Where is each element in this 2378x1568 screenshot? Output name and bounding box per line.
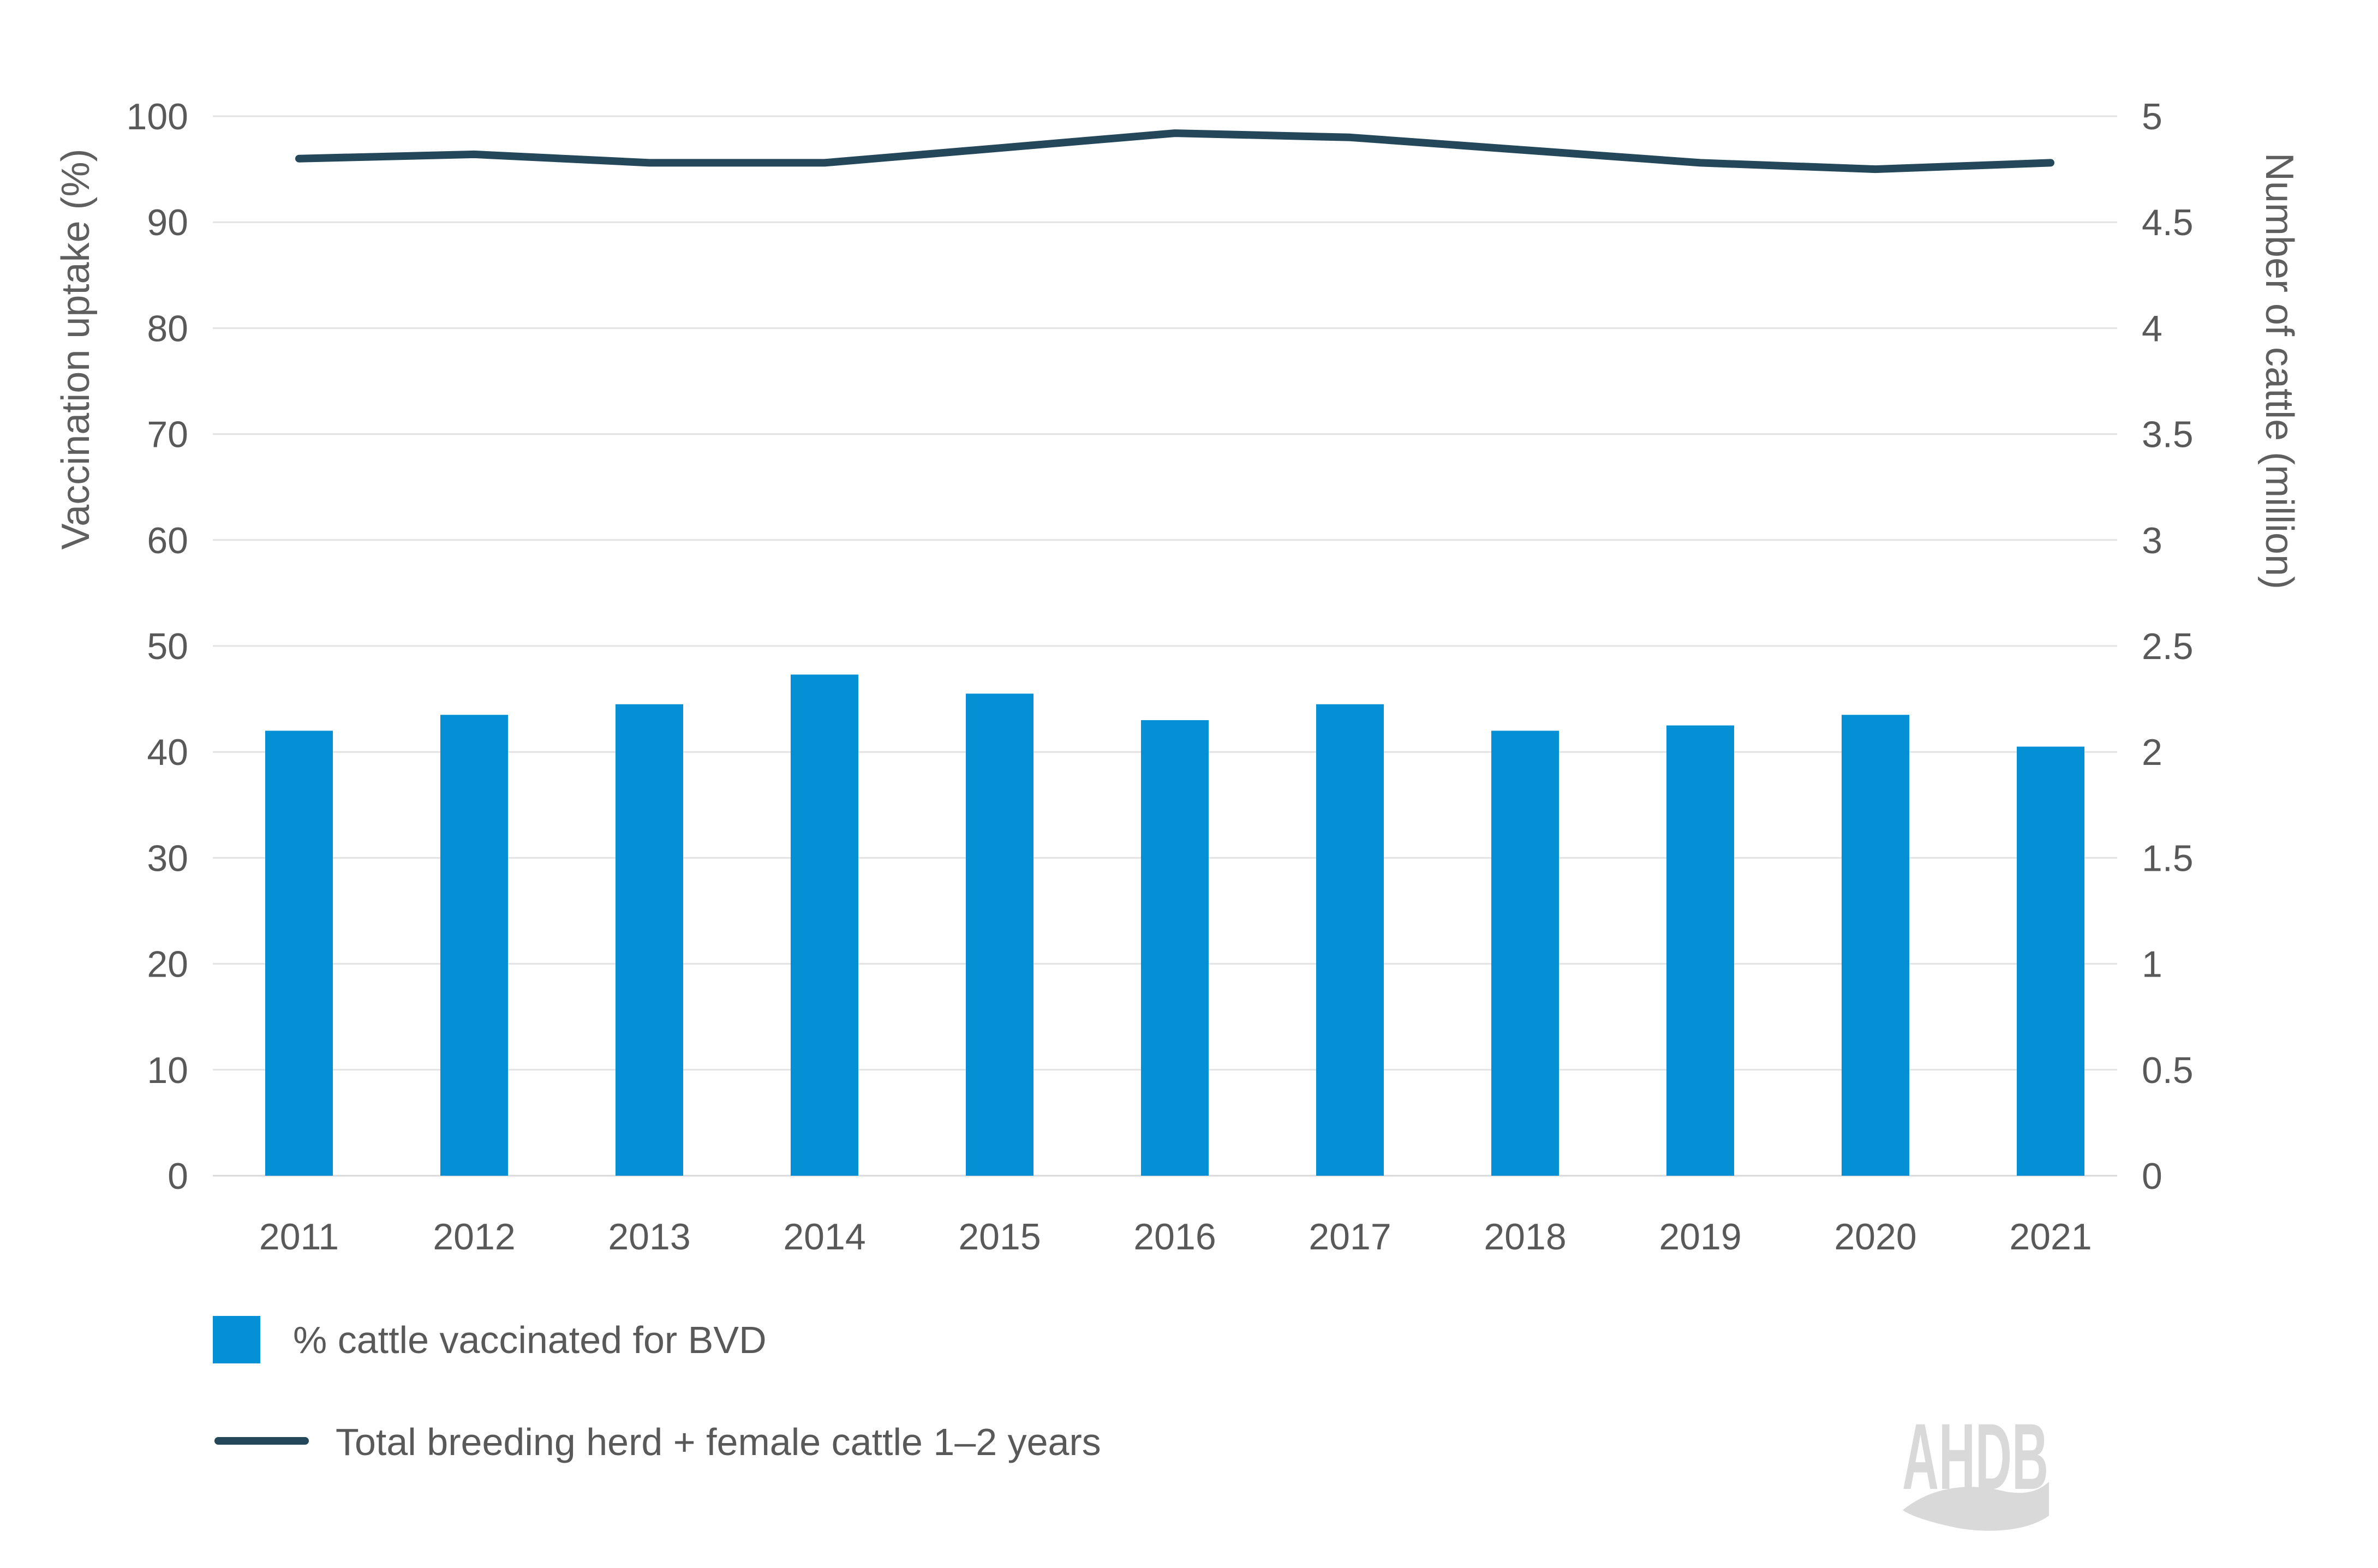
right-tick-3: 3 — [2142, 520, 2162, 561]
x-tick-2018: 2018 — [1484, 1216, 1566, 1258]
ahdb-logo-swoosh — [1903, 1482, 2049, 1531]
right-tick-1: 1 — [2142, 944, 2162, 985]
right-tick-0: 0 — [2142, 1156, 2162, 1197]
left-tick-20: 20 — [147, 944, 188, 985]
legend-label-bar: % cattle vaccinated for BVD — [293, 1318, 767, 1361]
right-tick-4.5: 4.5 — [2142, 202, 2194, 243]
left-axis-title: Vaccination uptake (%) — [54, 148, 98, 549]
right-tick-4: 4 — [2142, 308, 2162, 349]
bar-2013 — [616, 704, 683, 1176]
x-tick-2017: 2017 — [1309, 1216, 1391, 1258]
bar-2014 — [791, 674, 858, 1176]
left-tick-60: 60 — [147, 520, 188, 561]
right-tick-0.5: 0.5 — [2142, 1050, 2194, 1091]
bar-2011 — [265, 731, 333, 1176]
line-series — [295, 129, 2054, 173]
left-tick-100: 100 — [127, 96, 188, 137]
right-axis-ticks: 5 4.5 4 3.5 3 2.5 2 1.5 1 0.5 0 — [2142, 96, 2194, 1197]
bar-2019 — [1666, 725, 1734, 1176]
bar-2016 — [1141, 720, 1209, 1176]
right-tick-2.5: 2.5 — [2142, 626, 2194, 667]
bar-2012 — [440, 715, 508, 1176]
bar-2015 — [966, 693, 1033, 1176]
left-tick-40: 40 — [147, 732, 188, 773]
x-axis-ticks: 2011 2012 2013 2014 2015 2016 2017 2018 2019 2020… — [259, 1216, 2092, 1258]
x-tick-2020: 2020 — [1834, 1216, 1916, 1258]
left-tick-0: 0 — [168, 1156, 188, 1197]
left-tick-80: 80 — [147, 308, 188, 349]
right-tick-3.5: 3.5 — [2142, 414, 2194, 456]
legend-swatch-bar — [213, 1316, 260, 1363]
x-tick-2015: 2015 — [958, 1216, 1041, 1258]
bar-2018 — [1491, 731, 1559, 1176]
right-tick-1.5: 1.5 — [2142, 837, 2194, 879]
x-tick-2011: 2011 — [259, 1216, 339, 1258]
left-tick-10: 10 — [147, 1050, 188, 1091]
x-tick-2016: 2016 — [1133, 1216, 1216, 1258]
left-tick-50: 50 — [147, 626, 188, 667]
bar-2020 — [1842, 715, 1909, 1176]
left-tick-70: 70 — [147, 414, 188, 456]
right-tick-2: 2 — [2142, 732, 2162, 773]
ahdb-logo: AHDB — [1902, 1416, 2049, 1531]
herd-line — [295, 129, 2054, 173]
bar-series — [265, 674, 2084, 1176]
x-tick-2021: 2021 — [2009, 1216, 2092, 1258]
legend-label-line: Total breeding herd + female cattle 1–2 … — [336, 1421, 1101, 1463]
legend-swatch-line — [214, 1437, 309, 1445]
x-tick-2013: 2013 — [608, 1216, 690, 1258]
right-tick-5: 5 — [2142, 96, 2162, 137]
left-tick-30: 30 — [147, 837, 188, 879]
right-axis-title: Number of cattle (million) — [2257, 153, 2301, 589]
left-tick-90: 90 — [147, 202, 188, 243]
bar-2017 — [1316, 704, 1384, 1176]
x-tick-2019: 2019 — [1659, 1216, 1741, 1258]
bar-2021 — [2017, 746, 2084, 1176]
x-tick-2014: 2014 — [783, 1216, 865, 1258]
x-tick-2012: 2012 — [433, 1216, 515, 1258]
